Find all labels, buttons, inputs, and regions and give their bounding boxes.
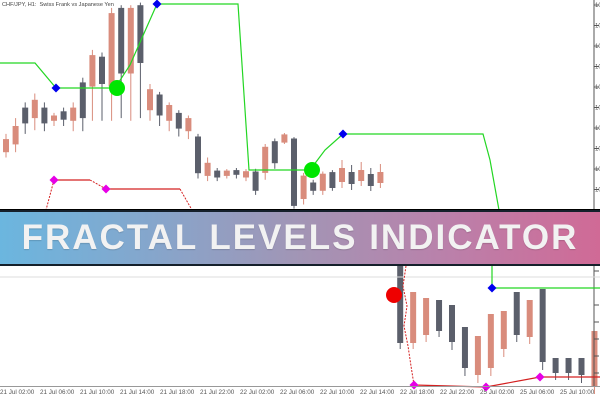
svg-text:107.00: 107.00 [595,65,600,71]
svg-text:106.00: 106.00 [595,106,600,112]
svg-text:106.50: 106.50 [595,85,600,91]
svg-text:104.00: 104.00 [595,188,600,194]
svg-text:108.00: 108.00 [595,24,600,30]
svg-text:107.50: 107.50 [595,44,600,50]
svg-text:105.00: 105.00 [595,147,600,153]
svg-text:104.50: 104.50 [595,167,600,173]
svg-text:105.50: 105.50 [595,126,600,132]
svg-text:108.50: 108.50 [595,3,600,9]
